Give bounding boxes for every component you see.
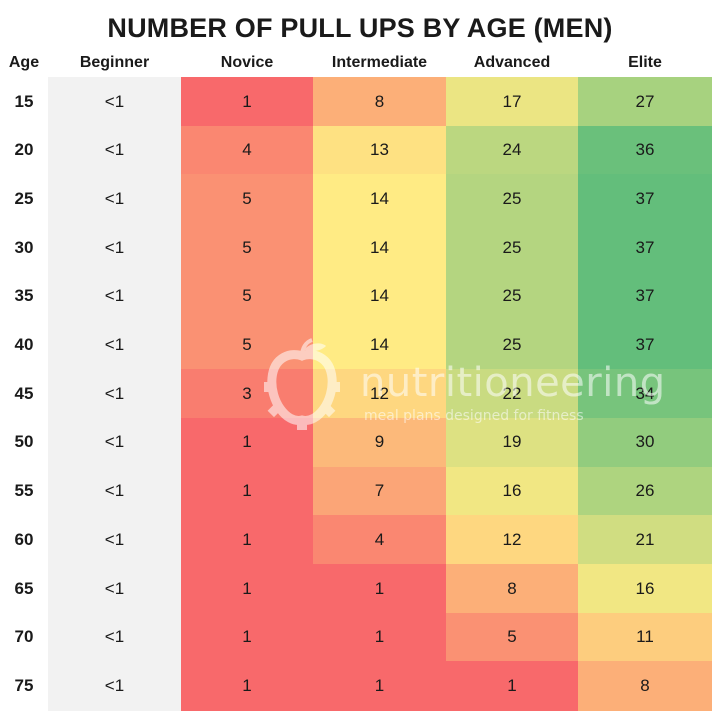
elite-cell: 16	[578, 564, 712, 614]
advanced-cell: 25	[446, 320, 578, 370]
novice-cell: 1	[181, 612, 313, 662]
novice-cell: 3	[181, 369, 313, 419]
novice-cell: 5	[181, 223, 313, 273]
intermediate-cell: 8	[313, 77, 446, 127]
elite-cell: 37	[578, 174, 712, 224]
advanced-cell: 19	[446, 417, 578, 468]
beginner-cell: <1	[48, 612, 181, 662]
novice-cell: 5	[181, 320, 313, 370]
intermediate-cell: 14	[313, 174, 446, 224]
advanced-cell: 25	[446, 174, 578, 224]
beginner-cell: <1	[48, 369, 181, 419]
intermediate-cell: 14	[313, 223, 446, 273]
beginner-cell: <1	[48, 515, 181, 565]
advanced-cell: 8	[446, 564, 578, 614]
elite-cell: 30	[578, 417, 712, 468]
intermediate-cell: 14	[313, 271, 446, 321]
beginner-cell: <1	[48, 223, 181, 273]
elite-cell: 27	[578, 77, 712, 127]
age-cell: 55	[14, 481, 34, 501]
advanced-cell: 25	[446, 223, 578, 273]
advanced-cell: 25	[446, 271, 578, 321]
elite-cell: 26	[578, 466, 712, 516]
table-row: 20 <1 4 13 24 36	[0, 125, 720, 175]
advanced-cell: 22	[446, 369, 578, 419]
elite-cell: 37	[578, 271, 712, 321]
novice-cell: 1	[181, 466, 313, 516]
beginner-cell: <1	[48, 661, 181, 711]
intermediate-cell: 12	[313, 369, 446, 419]
table-row: 60 <1 1 4 12 21	[0, 515, 720, 565]
advanced-cell: 16	[446, 466, 578, 516]
intermediate-header: Intermediate	[331, 54, 428, 71]
beginner-cell: <1	[48, 564, 181, 614]
novice-cell: 1	[181, 417, 313, 468]
advanced-header: Advanced	[473, 54, 551, 71]
novice-cell: 4	[181, 125, 313, 175]
table-row: 70 <1 1 1 5 11	[0, 612, 720, 662]
age-cell: 65	[14, 578, 34, 598]
beginner-header: Beginner	[79, 54, 150, 71]
novice-cell: 5	[181, 271, 313, 321]
age-cell: 45	[14, 383, 34, 403]
table-row: 30 <1 5 14 25 37	[0, 223, 720, 273]
advanced-cell: 12	[446, 515, 578, 565]
beginner-cell: <1	[48, 466, 181, 516]
intermediate-cell: 9	[313, 417, 446, 468]
age-cell: 20	[14, 140, 34, 160]
novice-cell: 1	[181, 661, 313, 711]
table-row: 55 <1 1 7 16 26	[0, 466, 720, 516]
elite-header: Elite	[628, 54, 662, 71]
age-cell: 35	[14, 286, 34, 306]
novice-cell: 1	[181, 515, 313, 565]
novice-cell: 5	[181, 174, 313, 224]
beginner-cell: <1	[48, 320, 181, 370]
age-cell: 25	[14, 188, 34, 208]
novice-cell: 1	[181, 564, 313, 614]
table-row: 75 <1 1 1 1 8	[0, 661, 720, 711]
age-cell: 50	[14, 432, 34, 452]
table-row: 50 <1 1 9 19 30	[0, 417, 720, 468]
novice-cell: 1	[181, 77, 313, 127]
intermediate-cell: 4	[313, 515, 446, 565]
intermediate-cell: 13	[313, 125, 446, 175]
advanced-cell: 1	[446, 661, 578, 711]
advanced-cell: 17	[446, 77, 578, 127]
intermediate-cell: 7	[313, 466, 446, 516]
elite-cell: 37	[578, 223, 712, 273]
chart-title: NUMBER OF PULL UPS BY AGE (MEN)	[107, 13, 613, 43]
advanced-cell: 24	[446, 125, 578, 175]
table-row: 65 <1 1 1 8 16	[0, 564, 720, 614]
table-row: 25 <1 5 14 25 37	[0, 174, 720, 224]
advanced-cell: 5	[446, 612, 578, 662]
age-header: Age	[8, 54, 40, 71]
age-cell: 70	[14, 627, 34, 647]
beginner-cell: <1	[48, 417, 181, 468]
age-cell: 15	[14, 91, 34, 111]
beginner-cell: <1	[48, 271, 181, 321]
age-cell: 30	[14, 237, 34, 257]
beginner-cell: <1	[48, 77, 181, 127]
elite-cell: 34	[578, 369, 712, 419]
beginner-cell: <1	[48, 174, 181, 224]
age-cell: 75	[14, 675, 34, 695]
elite-cell: 8	[578, 661, 712, 711]
elite-cell: 11	[578, 612, 712, 662]
age-cell: 40	[14, 335, 34, 355]
table-row: 40 <1 5 14 25 37	[0, 320, 720, 370]
age-cell: 60	[14, 529, 34, 549]
elite-cell: 36	[578, 125, 712, 175]
beginner-cell: <1	[48, 125, 181, 175]
table-row: 35 <1 5 14 25 37	[0, 271, 720, 321]
table-row: 45 <1 3 12 22 34	[0, 369, 720, 419]
intermediate-cell: 1	[313, 612, 446, 662]
elite-cell: 21	[578, 515, 712, 565]
intermediate-cell: 1	[313, 564, 446, 614]
novice-header: Novice	[220, 54, 274, 71]
table-row: 15 <1 1 8 17 27	[0, 77, 720, 127]
intermediate-cell: 1	[313, 661, 446, 711]
elite-cell: 37	[578, 320, 712, 370]
intermediate-cell: 14	[313, 320, 446, 370]
